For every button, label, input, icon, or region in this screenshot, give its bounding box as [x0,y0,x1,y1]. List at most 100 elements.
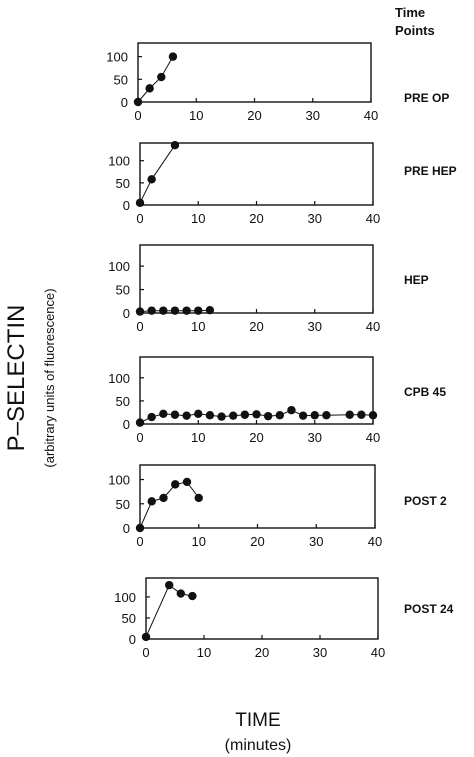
y-axis-label: P–SELECTIN (arbitrary units of fluoresce… [3,288,57,467]
data-point [170,141,180,150]
x-tick-label: 30 [308,211,322,226]
data-point [147,497,156,506]
y-tick-label: 0 [129,632,136,647]
data-point [357,410,366,419]
data-point [188,591,197,601]
y-tick-label: 0 [123,198,130,213]
time-points-header-line2: Points [395,23,435,38]
y-tick-label: 0 [123,306,130,321]
data-point [157,72,166,82]
data-point [165,580,174,590]
data-point [287,405,296,415]
x-tick-label: 30 [306,108,320,123]
data-point [205,305,215,315]
x-tick-label: 10 [191,211,205,226]
x-tick-label: 30 [313,645,327,660]
plot-frame [145,577,379,640]
time-points-header: Time Points [395,5,435,38]
x-axis-subtitle: (minutes) [225,737,292,754]
y-tick-label: 0 [121,95,128,110]
x-tick-label: 0 [136,534,143,549]
x-tick-label: 10 [197,645,211,660]
x-tick-label: 30 [308,319,322,334]
y-tick-label: 50 [122,611,136,626]
time-point-label: POST 24 [404,602,454,616]
x-tick-label: 40 [371,645,385,660]
panel-post-2: 0 10 20 30 40 0 50 100 POST 2 [108,464,447,549]
data-point [133,97,143,107]
x-tick-label: 20 [249,319,263,334]
data-point [229,411,238,420]
data-point [182,306,191,315]
time-point-label: HEP [404,273,429,287]
data-point [168,52,178,61]
time-points-header-line1: Time [395,5,425,20]
data-point [194,306,203,315]
data-point [205,411,215,420]
data-point [322,411,331,420]
x-tick-label: 30 [308,430,322,445]
data-point [194,493,203,503]
y-tick-label: 50 [116,283,130,298]
y-tick-label: 100 [108,154,130,169]
x-tick-label: 20 [247,108,261,123]
data-point [240,410,250,419]
panel-pre-op: 0 10 20 30 40 0 50 100 PRE OP [106,42,449,123]
y-tick-label: 50 [114,72,128,87]
x-axis-title: TIME [235,710,280,731]
y-tick-label: 50 [116,176,130,191]
data-point [310,411,319,420]
time-point-label: CPB 45 [404,385,446,399]
data-point [194,409,203,419]
data-point [263,411,273,421]
data-point [141,632,151,642]
x-tick-label: 10 [191,319,205,334]
y-axis-title: P–SELECTIN [3,305,30,452]
y-tick-label: 100 [108,259,130,274]
data-point [147,175,156,184]
series-line [137,56,174,103]
plot-frame [139,142,374,206]
data-point [182,477,192,487]
data-point [298,411,308,420]
data-point [135,307,145,316]
time-point-label: POST 2 [404,494,447,508]
plot-frame [139,244,374,314]
data-point [135,523,145,533]
series-line [139,481,200,529]
panel-pre-hep: 0 10 20 30 40 0 50 100 PRE HEP [108,141,457,226]
data-point [345,410,354,419]
data-point [182,411,191,420]
x-tick-label: 40 [366,319,380,334]
x-tick-label: 0 [134,108,141,123]
y-tick-label: 50 [116,497,130,512]
data-point [135,418,145,427]
series-line [145,584,193,638]
panel-hep: 0 10 20 30 40 0 50 100 HEP [108,244,429,334]
data-point [275,411,284,420]
y-tick-label: 100 [114,590,136,605]
plot-frame [137,42,372,103]
data-point [170,306,180,315]
data-point [159,493,168,503]
y-tick-label: 100 [108,473,130,488]
data-point [176,589,185,598]
data-point [171,480,180,489]
time-point-label: PRE OP [404,91,449,105]
data-point [159,409,168,419]
data-point [217,412,226,421]
data-point [147,306,156,315]
x-tick-label: 0 [136,211,143,226]
x-tick-label: 40 [364,108,378,123]
data-point [170,410,180,419]
data-point [252,410,261,419]
panel-post-24: 0 10 20 30 40 0 50 100 POST 24 [114,577,454,660]
x-tick-label: 30 [309,534,323,549]
x-axis-label: TIME (minutes) [225,710,292,754]
x-tick-label: 0 [136,430,143,445]
panel-cpb-45: 0 10 20 30 40 0 50 100 CPB 45 [108,356,446,445]
data-point [145,84,154,93]
x-tick-label: 40 [366,430,380,445]
